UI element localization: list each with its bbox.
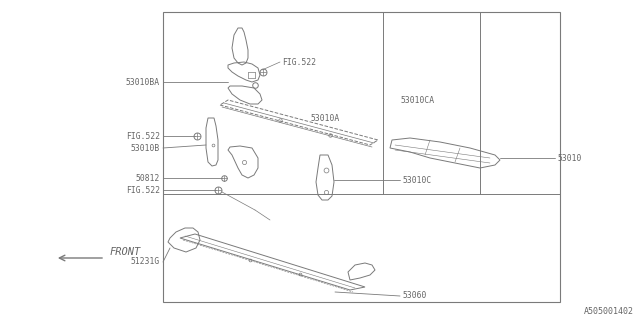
Text: 51231G: 51231G xyxy=(131,258,160,267)
Bar xyxy=(163,12,560,302)
Text: FRONT: FRONT xyxy=(110,247,141,257)
Text: 50812: 50812 xyxy=(136,173,160,182)
Text: 53010CA: 53010CA xyxy=(400,95,434,105)
Text: 53060: 53060 xyxy=(402,292,426,300)
Text: A505001402: A505001402 xyxy=(584,308,634,316)
Text: 53010B: 53010B xyxy=(131,143,160,153)
Text: FIG.522: FIG.522 xyxy=(282,58,316,67)
Text: 53010C: 53010C xyxy=(402,175,431,185)
Text: 53010A: 53010A xyxy=(310,114,339,123)
Text: 53010BA: 53010BA xyxy=(126,77,160,86)
Text: FIG.522: FIG.522 xyxy=(126,186,160,195)
Text: FIG.522: FIG.522 xyxy=(126,132,160,140)
Text: 53010: 53010 xyxy=(558,154,582,163)
